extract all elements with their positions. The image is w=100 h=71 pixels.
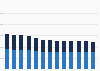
Bar	[84, 52, 88, 69]
Bar	[48, 52, 52, 69]
Bar	[91, 52, 95, 69]
Bar	[5, 34, 9, 49]
Bar	[19, 50, 23, 69]
Bar	[27, 50, 30, 69]
Bar	[34, 51, 38, 69]
Bar	[77, 41, 81, 52]
Bar	[41, 39, 45, 52]
Bar	[12, 50, 16, 69]
Bar	[34, 37, 38, 51]
Bar	[62, 52, 66, 69]
Bar	[70, 52, 73, 69]
Bar	[55, 52, 59, 69]
Bar	[19, 35, 23, 50]
Bar	[77, 52, 81, 69]
Bar	[5, 49, 9, 69]
Bar	[91, 42, 95, 52]
Bar	[48, 40, 52, 52]
Bar	[12, 35, 16, 50]
Bar	[70, 41, 73, 52]
Bar	[41, 52, 45, 69]
Bar	[55, 41, 59, 52]
Bar	[62, 41, 66, 52]
Bar	[27, 36, 30, 50]
Bar	[84, 41, 88, 52]
